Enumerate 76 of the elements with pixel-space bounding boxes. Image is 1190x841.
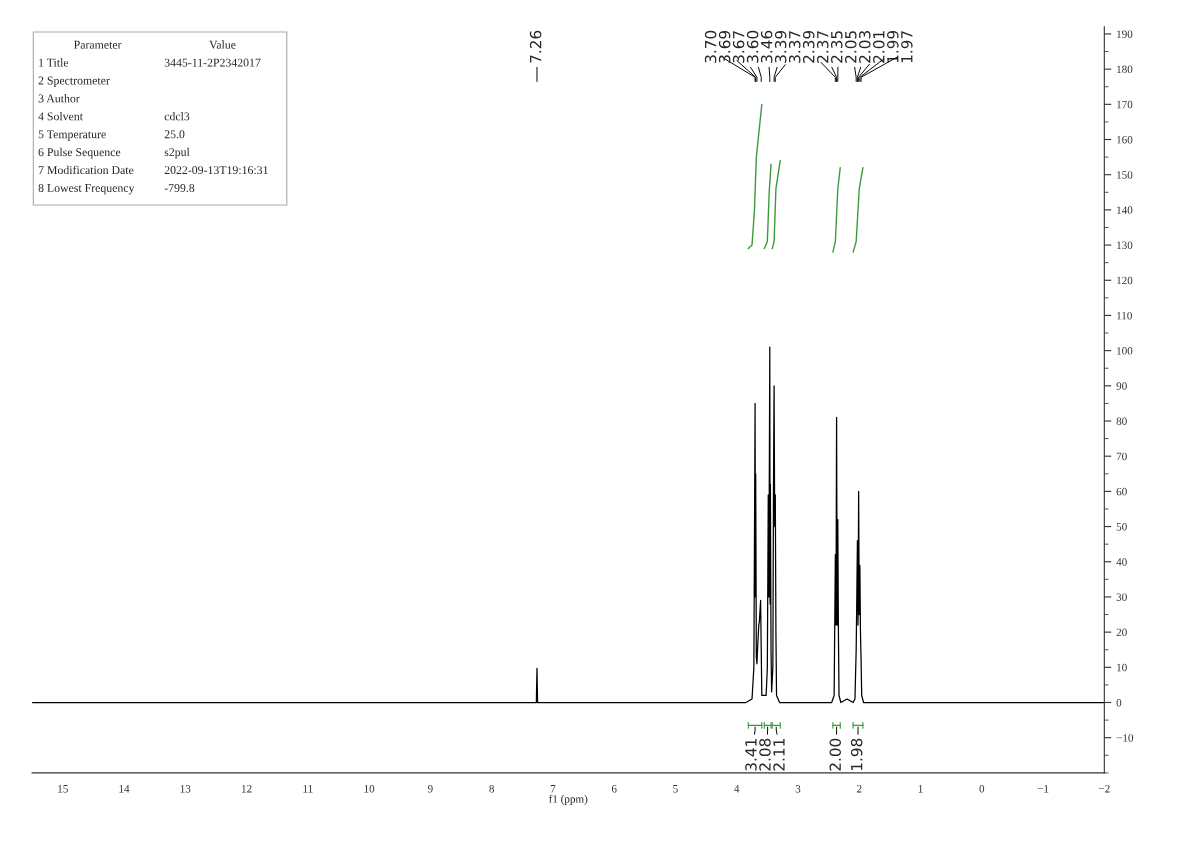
annotation: 2.37 bbox=[816, 31, 829, 63]
annotation: 2.00 bbox=[829, 738, 842, 771]
x-tick-label: 7 bbox=[550, 785, 556, 793]
y-tick-label: 60 bbox=[1116, 487, 1127, 496]
annotation: 3.70 bbox=[704, 30, 717, 63]
text: 5 Temperature 25.0 bbox=[38, 130, 185, 141]
y-tick-label: 130 bbox=[1117, 241, 1133, 250]
y-tick-label: 70 bbox=[1116, 452, 1127, 461]
annotation: 2.39 bbox=[802, 30, 815, 63]
y-tick-label: 10 bbox=[1117, 663, 1127, 672]
x-tick-label: 13 bbox=[180, 785, 191, 793]
x-tick-label: 15 bbox=[58, 785, 68, 793]
x-tick-label: 2 bbox=[856, 785, 862, 793]
annotation: 3.39 bbox=[774, 30, 787, 63]
y-tick-label: 120 bbox=[1117, 276, 1133, 285]
annotation: 1.98 bbox=[850, 738, 863, 771]
annotation: 2.11 bbox=[773, 739, 785, 771]
y-tick-label: 140 bbox=[1117, 206, 1133, 214]
y-tick-label: 180 bbox=[1117, 65, 1133, 74]
y-tick-label: 110 bbox=[1117, 311, 1132, 320]
line-series bbox=[832, 166, 841, 253]
annotation: 3.41 bbox=[745, 739, 757, 771]
x-tick-label: 10 bbox=[364, 785, 375, 793]
y-tick-label: 190 bbox=[1117, 30, 1133, 38]
text: 4 Solvent cdcl3 bbox=[38, 112, 190, 121]
annotation: 2.05 bbox=[844, 31, 857, 63]
x-tick-label: 4 bbox=[734, 785, 740, 793]
x-tick-label: 12 bbox=[241, 785, 252, 793]
x-tick-label: 5 bbox=[673, 785, 678, 793]
x-tick-label: 1 bbox=[918, 785, 923, 793]
y-tick-label: 170 bbox=[1117, 100, 1133, 109]
y-tick-label: 150 bbox=[1117, 171, 1133, 179]
x-tick-label: 3 bbox=[795, 785, 801, 793]
y-tick-label: 20 bbox=[1116, 628, 1127, 637]
text: 8 Lowest Frequency -799.8 bbox=[38, 183, 195, 195]
annotation: 3.46 bbox=[760, 30, 773, 63]
line-series bbox=[852, 166, 864, 253]
annotation: 2 Spectrometer bbox=[38, 76, 110, 87]
x-tick-label: 9 bbox=[427, 785, 433, 793]
annotation: 2.03 bbox=[859, 31, 871, 63]
annotation: 1.97 bbox=[901, 31, 913, 63]
y-tick-label: 80 bbox=[1116, 417, 1127, 425]
line-series bbox=[763, 163, 772, 250]
line-series bbox=[32, 346, 1105, 704]
x-tick-label: 6 bbox=[611, 785, 617, 793]
y-tick-label: 0 bbox=[1116, 698, 1122, 707]
y-tick-label: 100 bbox=[1117, 347, 1133, 355]
line-series bbox=[747, 103, 763, 250]
annotation: 1.99 bbox=[887, 30, 899, 63]
annotation: 2.01 bbox=[873, 31, 885, 63]
line-series bbox=[771, 159, 781, 250]
annotation: 3.37 bbox=[788, 31, 801, 63]
annotation: 3.69 bbox=[718, 30, 731, 63]
annotation: 3.60 bbox=[746, 30, 759, 63]
text: 6 Pulse Sequence s2pul bbox=[38, 147, 190, 159]
text: Parameter Value bbox=[73, 40, 236, 49]
annotation: 3 Author bbox=[38, 94, 80, 103]
annotation: 7.26 bbox=[529, 30, 542, 63]
annotation: 2.35 bbox=[830, 31, 843, 63]
text: 7 Modification Date 2022-09-13T19:16:31 bbox=[38, 165, 268, 175]
x-tick-label: 14 bbox=[119, 785, 130, 793]
y-tick-label: 90 bbox=[1116, 382, 1127, 390]
y-tick-label: −10 bbox=[1116, 734, 1134, 742]
x-tick-label: 11 bbox=[303, 785, 313, 793]
y-tick-label: 160 bbox=[1117, 135, 1133, 144]
x-tick-label: −2 bbox=[1098, 785, 1110, 793]
x-tick-label: −1 bbox=[1037, 785, 1049, 793]
y-tick-label: 50 bbox=[1116, 523, 1127, 531]
annotation: 2.08 bbox=[759, 738, 771, 771]
x-tick-label: 8 bbox=[489, 785, 494, 793]
annotation: 3.67 bbox=[732, 31, 745, 63]
text: 1 Title 3445-11-2P2342017 bbox=[39, 58, 261, 67]
x-axis-title: f1 (ppm) bbox=[548, 794, 588, 805]
y-tick-label: 40 bbox=[1116, 558, 1127, 566]
x-tick-label: 0 bbox=[979, 785, 985, 793]
y-tick-label: 30 bbox=[1116, 593, 1127, 601]
